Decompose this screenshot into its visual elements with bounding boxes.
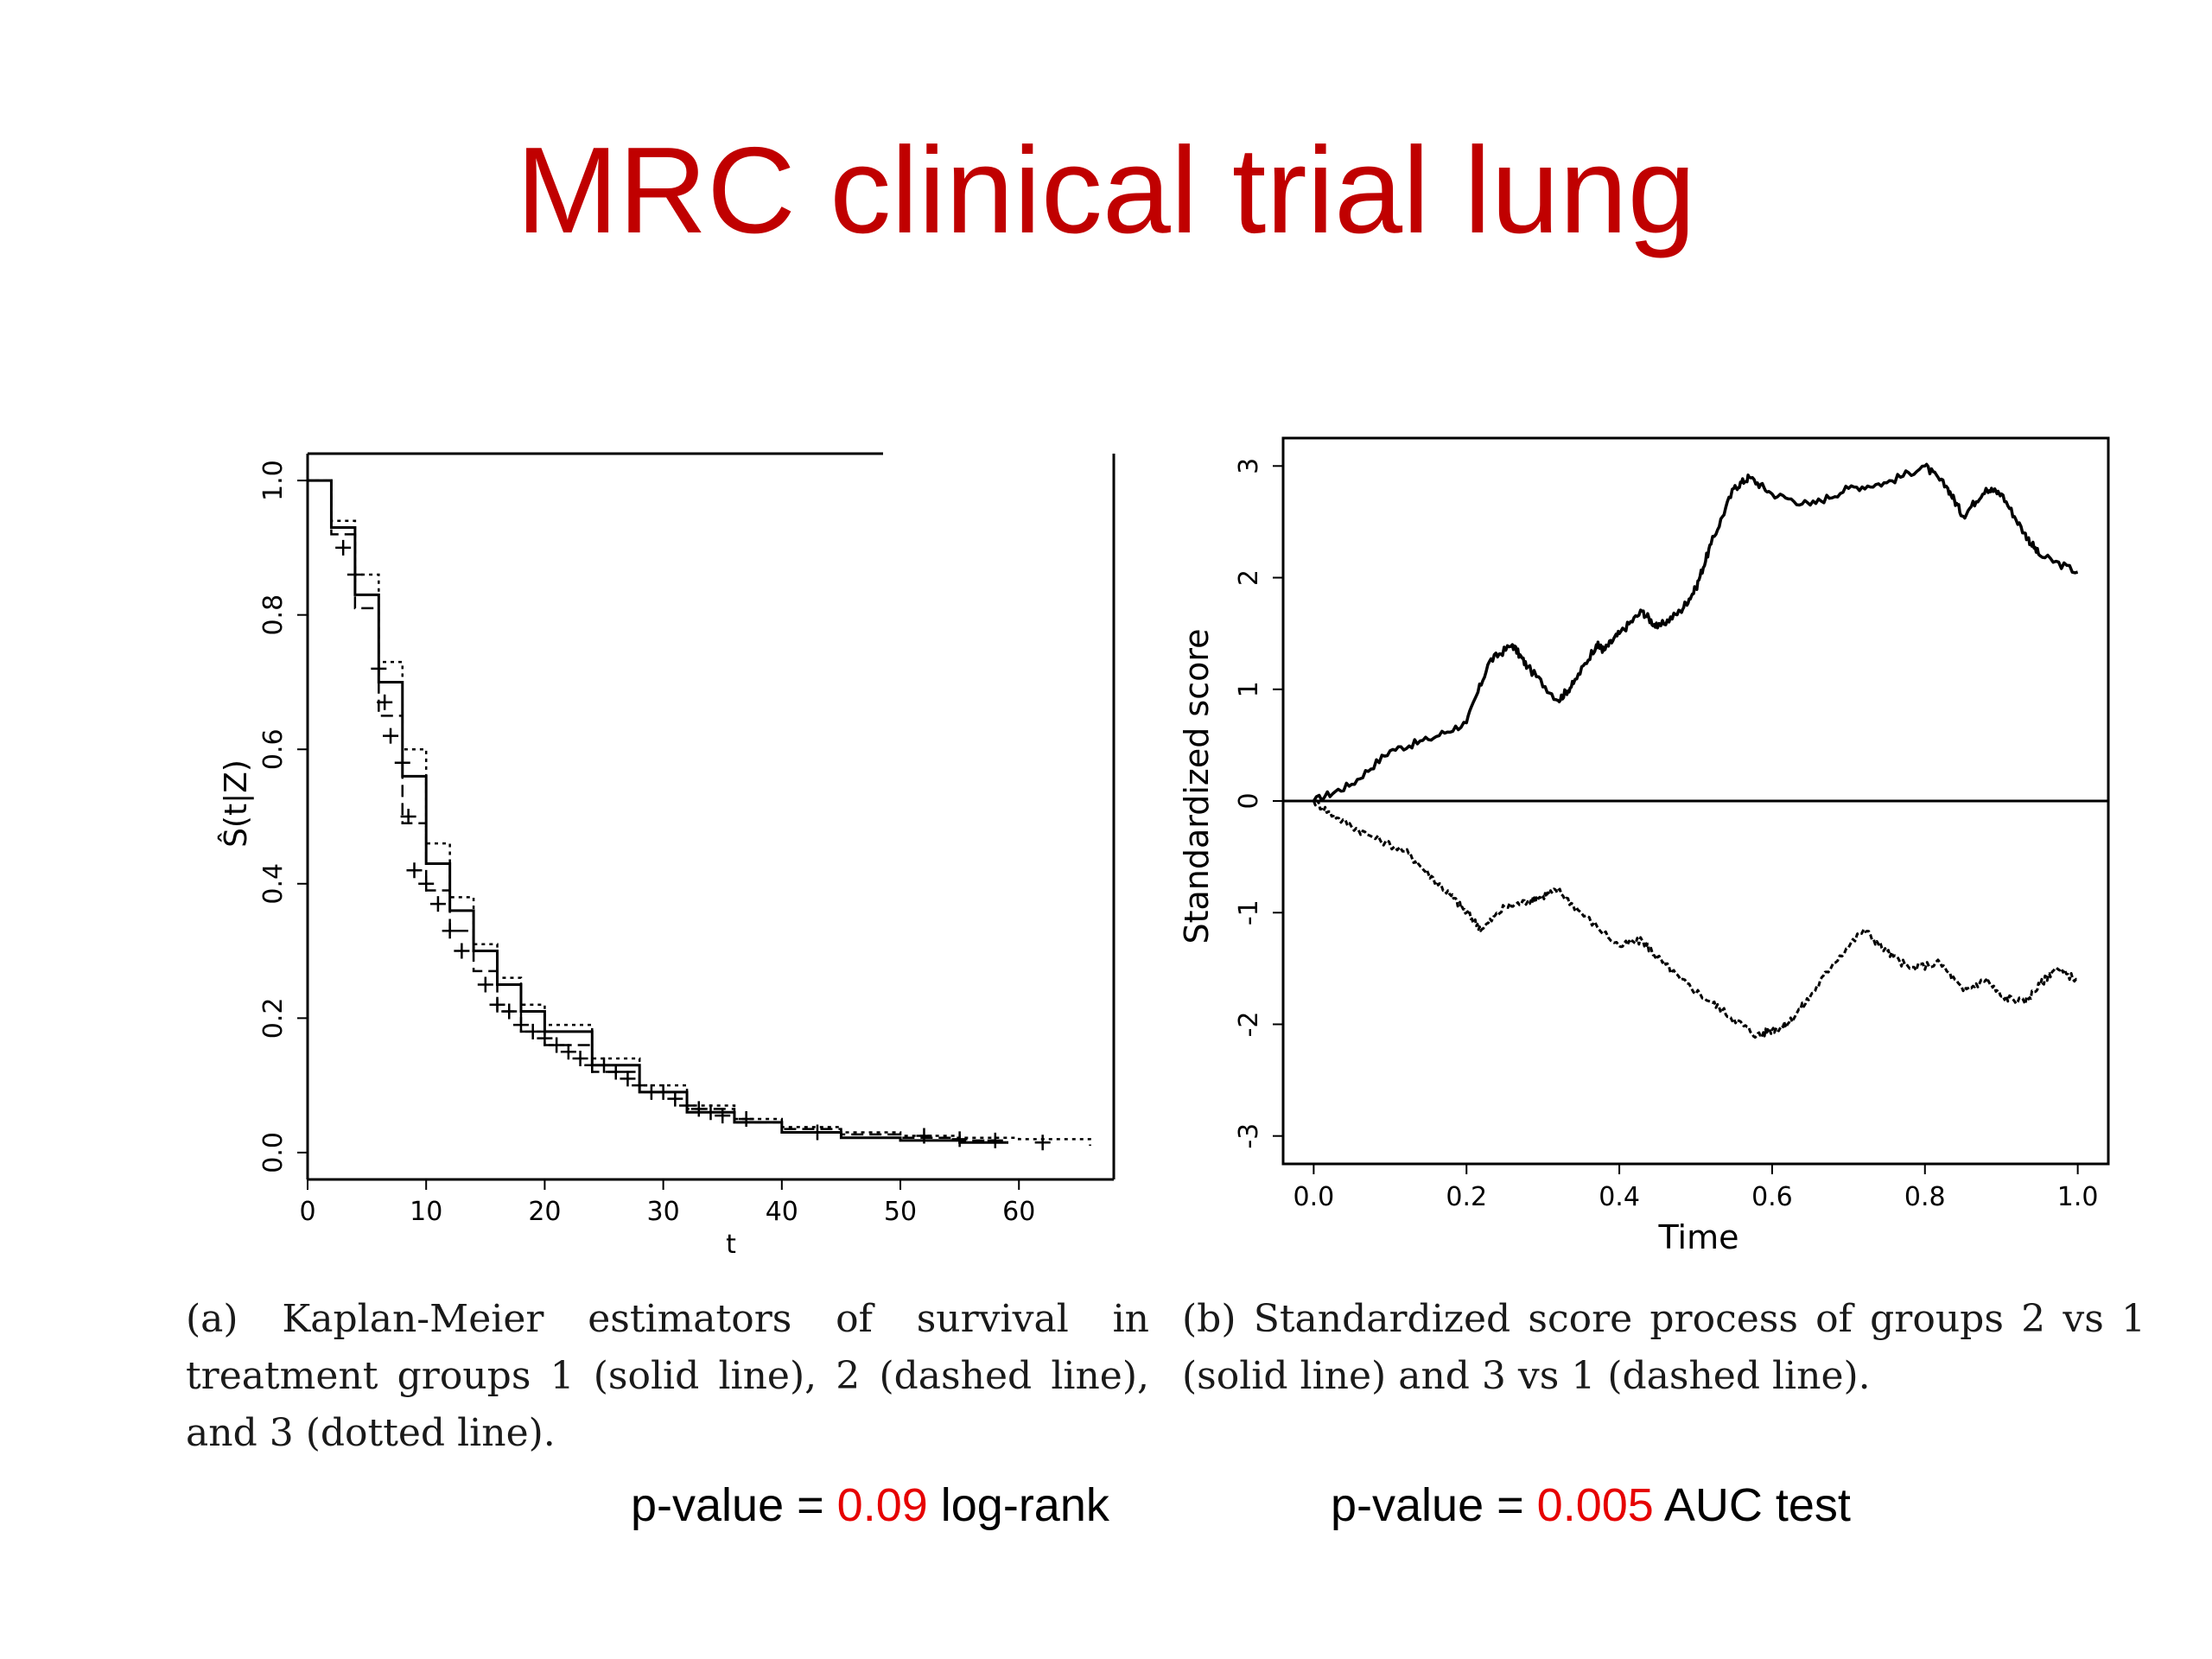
km-censor-mark [667, 1090, 683, 1107]
km-x-tick-label: 40 [766, 1197, 798, 1227]
km-y-label: Ŝ(t|Z) [218, 760, 254, 848]
km-censor-mark [572, 1051, 588, 1066]
km-censor-mark [809, 1124, 825, 1141]
km-censor-mark [524, 1023, 541, 1039]
km-censor-mark [987, 1132, 1003, 1148]
pvalue-logrank: p-value = 0.09 log-rank [631, 1482, 1109, 1529]
score-y-tick-label: -1 [1234, 899, 1264, 925]
caption-left: (a) Kaplan-Meier estimators of survival … [186, 1297, 1149, 1455]
km-censor-mark [501, 1003, 518, 1020]
slide-title: MRC clinical trial lung [516, 122, 1696, 259]
score-x-tick-label: 0.4 [1599, 1182, 1640, 1212]
km-y-tick-label: 0.0 [258, 1132, 289, 1173]
km-censor-mark [632, 1077, 648, 1094]
score-series-solid [1312, 462, 2079, 803]
km-x-tick-label: 10 [410, 1197, 442, 1227]
km-censor-mark [418, 875, 435, 892]
km-censor-mark [442, 923, 458, 939]
km-censor-mark [477, 976, 493, 993]
km-censor-mark [371, 660, 387, 677]
pvalue-auc-value: 0.005 [1536, 1479, 1654, 1531]
km-censor-mark [406, 862, 423, 879]
score-x-tick-label: 0.2 [1446, 1182, 1487, 1212]
km-censor-mark [377, 694, 393, 710]
score-y-tick-label: 2 [1234, 569, 1264, 586]
pvalue-auc-prefix: p-value = [1331, 1479, 1537, 1531]
km-censor-mark [715, 1108, 731, 1124]
score-x-tick-label: 0.8 [1904, 1182, 1946, 1212]
km-censor-mark [738, 1111, 754, 1127]
km-censor-mark [383, 728, 399, 744]
score-x-ticks: 0.0 0.2 0.4 0.6 0.8 1.0 [1294, 1164, 2099, 1212]
km-y-tick-label: 0.8 [258, 594, 289, 636]
score-x-label: Time [1658, 1218, 1739, 1256]
km-y-tick-label: 0.6 [258, 728, 289, 770]
score-series-dashed [1313, 799, 2079, 1039]
km-censor-marks [335, 539, 1051, 1151]
score-y-tick-label: 0 [1234, 792, 1264, 809]
km-series-solid [308, 479, 1009, 1144]
score-y-tick-label: 1 [1234, 681, 1264, 697]
km-series-dotted [308, 479, 1091, 1147]
score-y-tick-label: -3 [1234, 1123, 1264, 1149]
km-censor-mark [400, 809, 416, 824]
score-y-tick-label: 3 [1234, 458, 1264, 474]
km-y-tick-label: 0.4 [258, 863, 289, 905]
km-censor-mark [429, 896, 446, 912]
km-censor-mark [702, 1104, 719, 1121]
pvalue-logrank-suffix: log-rank [927, 1479, 1109, 1531]
km-censor-mark [1034, 1135, 1051, 1151]
km-censor-mark [916, 1128, 932, 1144]
km-censor-mark [335, 539, 352, 556]
score-chart: 0.0 0.2 0.4 0.6 0.8 1.0 -3 -2 -1 0 1 2 3 Time Stand… [1178, 436, 2110, 1256]
km-x-tick-label: 20 [528, 1197, 561, 1227]
score-x-tick-label: 0.0 [1294, 1182, 1335, 1212]
km-censor-mark [454, 943, 470, 959]
km-censor-mark [549, 1037, 565, 1053]
km-censor-mark [560, 1044, 576, 1060]
score-x-tick-label: 1.0 [2057, 1182, 2099, 1212]
pvalue-auc-suffix: AUC test [1653, 1479, 1851, 1531]
caption-right: (b) Standardized score process of groups… [1182, 1297, 2145, 1398]
km-censor-mark [690, 1101, 707, 1117]
km-y-tick-label: 0.2 [258, 997, 289, 1039]
km-x-ticks: 0 10 20 30 40 50 60 [299, 1179, 1035, 1227]
pvalue-auc: p-value = 0.005 AUC test [1331, 1482, 1851, 1529]
km-censor-mark [394, 754, 410, 771]
km-x-tick-label: 60 [1002, 1197, 1035, 1227]
km-censor-mark [951, 1131, 968, 1147]
score-series [1312, 462, 2079, 1039]
km-censor-mark [655, 1084, 671, 1100]
km-x-label: t [726, 1230, 736, 1260]
km-censor-mark [596, 1057, 613, 1073]
km-censor-mark [346, 567, 363, 582]
km-censor-mark [512, 1017, 529, 1033]
score-y-ticks: -3 -2 -1 0 1 2 3 [1234, 458, 1283, 1149]
score-y-tick-label: -2 [1234, 1012, 1264, 1038]
pvalue-logrank-value: 0.09 [836, 1479, 928, 1531]
km-censor-mark [489, 996, 505, 1013]
score-y-label: Standardized score [1178, 628, 1216, 944]
km-y-ticks: 0.0 0.2 0.4 0.6 0.8 1.0 [258, 460, 308, 1173]
km-censor-mark [620, 1071, 636, 1087]
km-x-tick-label: 50 [884, 1197, 917, 1227]
pvalue-logrank-prefix: p-value = [631, 1479, 837, 1531]
km-x-tick-label: 0 [299, 1197, 315, 1227]
km-censor-mark [679, 1097, 696, 1114]
km-chart: 0 10 20 30 40 50 60 0.0 0.2 0.4 0.6 0.8 1.0 t Ŝ(t|Z… [218, 452, 1116, 1260]
km-x-tick-label: 30 [647, 1197, 680, 1227]
km-series-dashed [308, 479, 997, 1142]
km-axes [306, 452, 1116, 1181]
km-censor-mark [537, 1030, 553, 1046]
km-y-tick-label: 1.0 [258, 460, 289, 501]
score-x-tick-label: 0.6 [1751, 1182, 1793, 1212]
km-censor-mark [607, 1064, 624, 1080]
km-series [308, 479, 1091, 1147]
